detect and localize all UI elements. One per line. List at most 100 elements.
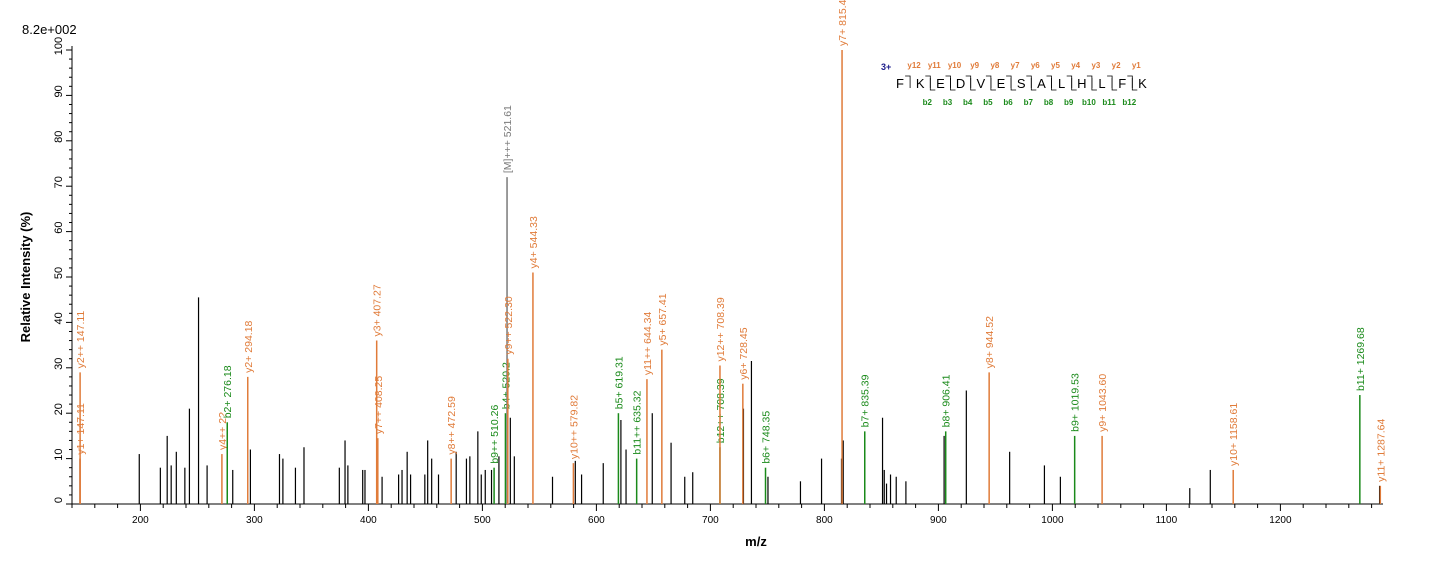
b-cleavage-mark xyxy=(1111,78,1118,91)
x-tick-label: 300 xyxy=(246,515,263,526)
charge-state-label: 3+ xyxy=(881,62,891,72)
sequence-residue: H xyxy=(1077,76,1086,91)
sequence-residue: V xyxy=(976,76,985,91)
y-ion-label: y10+ 1158.61 xyxy=(1228,403,1240,466)
y-tick-label: 60 xyxy=(53,221,65,233)
y-tick-label: 100 xyxy=(53,37,65,55)
b-ion-label: b6+ 748.35 xyxy=(761,411,773,464)
b-fragment-label: b8 xyxy=(1044,98,1054,107)
b-ion-label: b9++ 510.26 xyxy=(489,405,501,464)
y-ion-label: y11++ 644.34 xyxy=(642,312,654,376)
y-cleavage-mark xyxy=(965,75,972,88)
b-fragment-label: b2 xyxy=(923,98,933,107)
b-fragment-label: b12 xyxy=(1122,98,1136,107)
b-fragment-label: b11 xyxy=(1102,98,1116,107)
intensity-scale-label: 8.2e+002 xyxy=(22,22,77,37)
b-fragment-label: b6 xyxy=(1003,98,1013,107)
b-ion-label: b8+ 906.41 xyxy=(941,374,953,427)
y-cleavage-mark xyxy=(1026,75,1032,88)
b-cleavage-mark xyxy=(1010,78,1017,91)
y-fragment-label: y5 xyxy=(1051,61,1060,70)
sequence-residue: K xyxy=(916,76,925,91)
y-ion-label: y8++ 472.59 xyxy=(446,396,458,455)
x-tick-label: 500 xyxy=(474,515,491,526)
y-tick-label: 30 xyxy=(53,358,65,370)
y-tick-label: 20 xyxy=(53,403,65,415)
b-cleavage-mark xyxy=(1131,78,1138,91)
y-ion-label: y7++ 408.25 xyxy=(373,376,385,435)
x-tick-label: 1000 xyxy=(1041,515,1064,526)
b-fragment-label: b9 xyxy=(1064,98,1074,107)
y-cleavage-mark xyxy=(1127,75,1133,88)
y-fragment-label: y9 xyxy=(970,61,979,70)
b-ion-label: b9+ 1019.53 xyxy=(1070,373,1082,432)
y-tick-label: 40 xyxy=(53,312,65,324)
y-fragment-label: y2 xyxy=(1112,61,1121,70)
b-cleavage-mark xyxy=(1051,78,1057,91)
y-cleavage-mark xyxy=(1006,75,1012,88)
b-cleavage-mark xyxy=(950,78,956,91)
b-fragment-label: b10 xyxy=(1082,98,1096,107)
sequence-residue: K xyxy=(1138,76,1147,91)
y-fragment-label: y1 xyxy=(1132,61,1141,70)
b-ion-label: b11+ 1269.68 xyxy=(1355,327,1367,391)
x-tick-label: 1100 xyxy=(1156,515,1178,526)
y-cleavage-mark xyxy=(1066,75,1073,88)
sequence-residue: E xyxy=(997,76,1006,91)
b-cleavage-mark xyxy=(970,78,976,91)
x-tick-label: 400 xyxy=(360,515,377,526)
b-ion-label: b12++ 708.39 xyxy=(715,378,727,443)
b-ion-label: b5+ 619.31 xyxy=(613,356,625,409)
y-fragment-label: y11 xyxy=(928,61,941,70)
b-cleavage-mark xyxy=(1091,78,1097,91)
y-tick-label: 10 xyxy=(53,448,65,460)
y-tick-label: 70 xyxy=(53,176,65,188)
y-ion-label: y10++ 579.82 xyxy=(568,395,580,459)
y-cleavage-mark xyxy=(925,75,931,88)
y-cleavage-mark xyxy=(905,75,911,88)
y-fragment-label: y4 xyxy=(1071,61,1080,70)
y-ion-label: y4++ 2? xyxy=(217,412,229,450)
sequence-residue: F xyxy=(896,76,904,91)
b-fragment-label: b7 xyxy=(1024,98,1034,107)
b-ion-label: b2+ 276.18 xyxy=(222,365,234,418)
precursor-ion-label: [M]+++ 521.61 xyxy=(502,105,514,173)
y-tick-label: 90 xyxy=(53,85,65,97)
sequence-residue: E xyxy=(936,76,945,91)
y-ion-label: y5+ 657.41 xyxy=(657,293,669,345)
y-fragment-label: y7 xyxy=(1011,61,1020,70)
sequence-residue: F xyxy=(1118,76,1126,91)
y-ion-label: y2+ 294.18 xyxy=(243,320,255,372)
y-ion-label: y9++ 522.30 xyxy=(503,296,515,355)
y-ion-label: y9+ 1043.60 xyxy=(1097,374,1109,432)
y-fragment-label: y3 xyxy=(1091,61,1100,70)
y-cleavage-mark xyxy=(1086,75,1093,88)
b-ion-label: b7+ 835.39 xyxy=(860,374,872,427)
y-ion-label: y6+ 728.45 xyxy=(738,327,750,379)
y-fragment-label: y8 xyxy=(990,61,999,70)
sequence-residue: L xyxy=(1098,76,1105,91)
y-ion-label: y8+ 944.52 xyxy=(984,316,996,368)
y-ion-label: y4+ 544.33 xyxy=(528,216,540,268)
x-tick-label: 1200 xyxy=(1269,515,1292,526)
sequence-residue: D xyxy=(956,76,965,91)
y-cleavage-mark xyxy=(985,75,992,88)
b-fragment-label: b5 xyxy=(983,98,993,107)
y-ion-label: y7+ 815.48 xyxy=(837,0,849,46)
b-cleavage-mark xyxy=(929,78,936,91)
y-cleavage-mark xyxy=(1107,75,1113,88)
b-ion-label: b11++ 635.32 xyxy=(632,390,644,454)
y-axis-title: Relative Intensity (%) xyxy=(18,212,33,343)
y-tick-label: 50 xyxy=(53,267,65,279)
y-tick-label: 80 xyxy=(53,131,65,143)
x-tick-label: 800 xyxy=(816,515,833,526)
b-cleavage-mark xyxy=(1071,78,1077,91)
sequence-residue: S xyxy=(1017,76,1026,91)
sequence-residue: L xyxy=(1058,76,1065,91)
b-cleavage-mark xyxy=(1030,78,1037,91)
y-ion-label: y1+ 147.11 xyxy=(75,403,87,455)
x-axis-title: m/z xyxy=(745,534,767,549)
b-cleavage-mark xyxy=(990,78,996,91)
x-tick-label: 900 xyxy=(930,515,947,526)
